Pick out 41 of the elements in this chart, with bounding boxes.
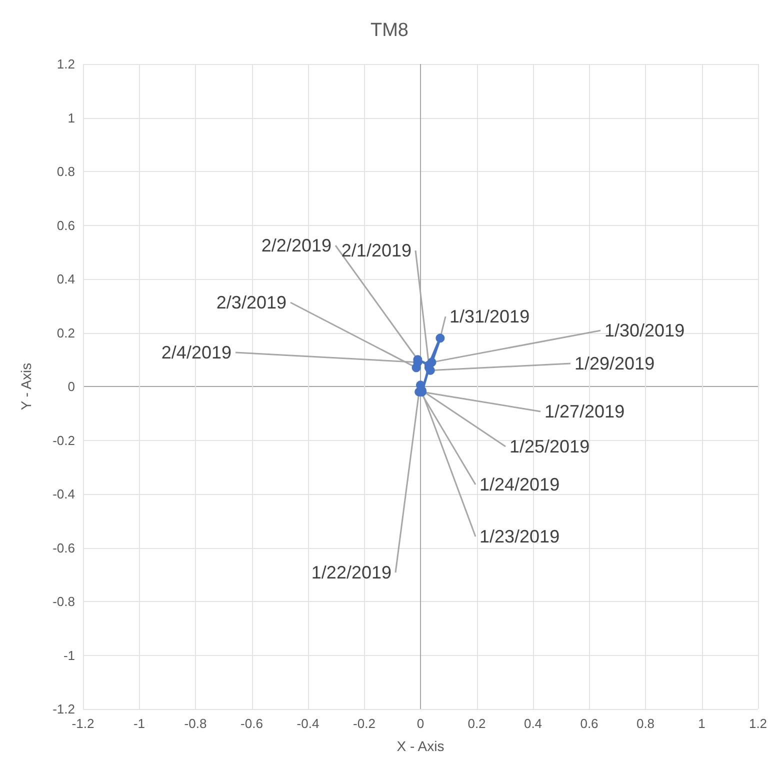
annotation: 2/1/2019 bbox=[341, 240, 412, 260]
y-tick-label: 1 bbox=[68, 110, 75, 126]
annotation: 1/24/2019 bbox=[480, 474, 560, 494]
x-tick-label: -0.4 bbox=[296, 716, 320, 731]
y-tick-label: 0.8 bbox=[56, 164, 75, 179]
annotation: 2/4/2019 bbox=[161, 342, 232, 362]
x-tick-label: 0 bbox=[416, 716, 424, 731]
x-tick-label: 0.8 bbox=[636, 716, 655, 731]
x-tick-label: -0.6 bbox=[240, 716, 263, 731]
annotation: 1/25/2019 bbox=[510, 436, 590, 456]
x-axis-title: X - Axis bbox=[396, 738, 444, 754]
annotation: 1/22/2019 bbox=[311, 562, 392, 582]
x-tick-label: 1.2 bbox=[748, 716, 768, 731]
y-tick-label: -0.8 bbox=[52, 594, 75, 609]
x-tick-label: 0.4 bbox=[524, 716, 542, 731]
y-tick-label: 1.2 bbox=[56, 56, 75, 72]
annotation: 1/27/2019 bbox=[544, 402, 625, 422]
annotation: 2/3/2019 bbox=[216, 292, 286, 312]
x-tick-label: -0.8 bbox=[184, 716, 207, 731]
x-tick-label: -1 bbox=[133, 716, 146, 731]
y-tick-label: -0.2 bbox=[52, 432, 75, 448]
x-tick-label: 1 bbox=[698, 716, 706, 731]
annotation: 1/29/2019 bbox=[574, 354, 655, 374]
y-tick-label: 0.6 bbox=[56, 218, 75, 233]
annotation: 2/2/2019 bbox=[261, 236, 332, 256]
annotation: 1/31/2019 bbox=[450, 306, 530, 326]
annotation: 1/23/2019 bbox=[480, 526, 560, 546]
x-tick-label: -0.2 bbox=[353, 716, 376, 731]
y-tick-label: -1.2 bbox=[52, 702, 75, 716]
y-axis-title: Y - Axis bbox=[18, 362, 34, 410]
annotation: 1/30/2019 bbox=[604, 320, 685, 340]
y-tick-label: 0.2 bbox=[56, 325, 75, 340]
y-tick-label: -1 bbox=[63, 648, 75, 663]
y-tick-label: 0 bbox=[68, 379, 75, 394]
y-tick-label: 0.4 bbox=[56, 272, 75, 286]
x-tick-label: 0.6 bbox=[580, 716, 598, 731]
y-tick-label: -0.6 bbox=[52, 540, 75, 556]
point bbox=[436, 334, 445, 343]
chart-title: TM8 bbox=[370, 20, 408, 41]
y-tick-label: -0.4 bbox=[52, 486, 75, 502]
x-tick-label: 0.2 bbox=[468, 716, 486, 731]
